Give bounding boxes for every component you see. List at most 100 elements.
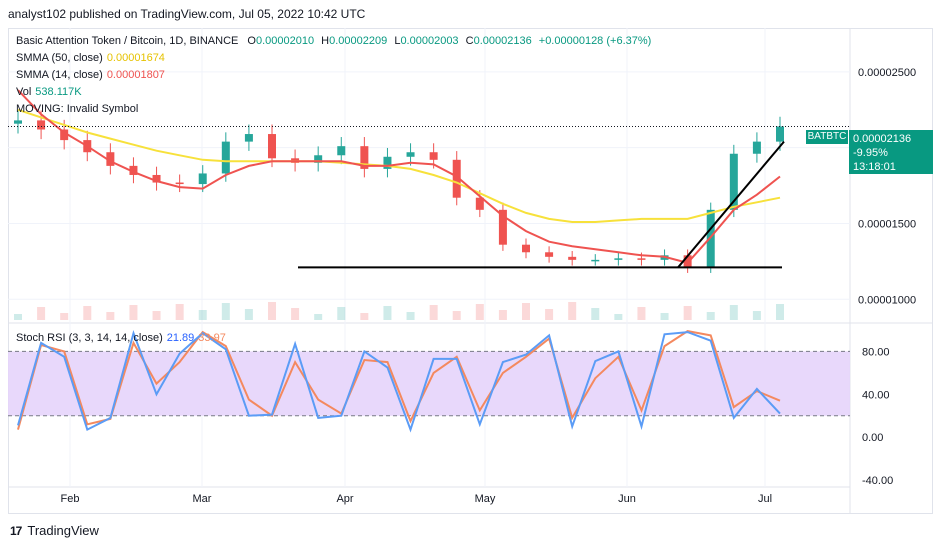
volume-bar [475,304,484,320]
symbol-tag: BATBTC [806,130,848,144]
moving-label: MOVING: Invalid Symbol [16,103,139,115]
candle-body [475,197,484,210]
time-tick-label: Mar [193,493,212,505]
candle-body [268,134,276,159]
volume-bar [568,302,577,320]
candle-body [14,120,22,124]
candle-body [429,152,438,160]
ohlc-change: +0.00000128 (+6.37%) [538,35,652,47]
price-tick-label: 0.00002500 [858,67,916,79]
volume-bar [314,314,323,320]
stoch-rsi [8,329,850,433]
last-price-tag: 0.00002136 -9.95% 13:18:01 [849,130,933,174]
smma50-label: SMMA (50, close) [16,52,103,64]
tradingview-brand: TradingView [27,523,99,538]
chart-frame [8,28,933,514]
smma14-line [17,89,781,265]
volume-bar [291,308,300,320]
time-tick-label: Jun [618,493,636,505]
volume-bar [752,311,761,320]
candle-body [614,258,623,260]
volume-bar [498,310,507,320]
ohlc-c-label: C [465,35,474,47]
price-tick-label: 0.00001000 [858,294,916,306]
stoch-k-line [17,329,781,433]
candle-body [106,152,115,166]
volume-bar [129,305,138,320]
smma14-value: 0.00001807 [106,69,165,81]
smma14-legend: SMMA (14, close) 0.00001807 [16,69,165,81]
candles [14,110,784,273]
volume-bar [268,302,276,320]
volume-value: 538.117K [35,86,82,98]
stoch-legend: Stoch RSI (3, 3, 14, 14, close) 21.89 33.9… [16,332,226,344]
candle-body [729,153,738,210]
ohlc-l-label: L [394,35,401,47]
ohlc-high: 0.00002209 [329,35,388,47]
volume-bar [175,304,184,320]
ohlc-low: 0.00002003 [400,35,459,47]
candle-body [522,244,530,253]
last-price: 0.00002136 [853,133,912,145]
candle-body [175,182,184,185]
volume-bar [152,311,161,320]
volume-bar [729,305,738,320]
volume-bar [221,303,230,320]
candle-body [545,252,554,257]
ohlc-open: 0.00002010 [255,35,315,47]
candle-body [129,165,138,175]
volume-bar [244,309,253,320]
stoch-tick-label: 80.00 [862,346,890,358]
volume-bar [106,312,115,320]
volume-bars [14,302,784,320]
candle-body [452,159,461,198]
time-tick-label: Apr [336,493,353,505]
publisher-line: analyst102 published on TradingView.com,… [8,7,366,21]
volume-bar [60,313,69,320]
ohlc-h-label: H [321,35,330,47]
axis-labels: 0.000025000.000020000.000015000.00001000… [61,67,917,505]
volume-bar [522,303,530,320]
smma14-label: SMMA (14, close) [16,69,103,81]
last-price-change: -9.95% [853,147,888,159]
volume-bar [591,308,600,320]
volume-bar [614,314,623,320]
volume-bar [776,304,784,320]
tradingview-logo[interactable]: 17 TradingView [10,523,99,538]
candle-body [406,152,415,157]
candle-body [706,209,715,268]
smma50-legend: SMMA (50, close) 0.00001674 [16,52,165,64]
ohlc-o-label: O [247,35,256,47]
candle-body [591,259,600,262]
volume-bar [360,313,369,320]
moving-legend: MOVING: Invalid Symbol [16,103,138,115]
candle-body [60,129,69,141]
candle-body [498,209,507,245]
candle-body [198,173,207,185]
candle-body [752,141,761,154]
stoch-tick-label: 0.00 [862,432,883,444]
time-tick-label: Jul [758,493,772,505]
candle-body [244,134,253,142]
volume-bar [637,307,646,320]
candle-body [37,120,46,130]
candle-body [776,126,784,142]
volume-label: Vol [16,86,32,98]
volume-legend: Vol 538.117K [16,86,82,98]
volume-bar [14,314,22,320]
trend-line [677,140,785,269]
volume-bar [198,310,207,320]
candle-body [152,174,161,183]
grid [8,28,850,487]
candle-body [383,156,392,169]
candle-body [314,155,323,163]
candle-body [637,258,646,260]
bar-countdown: 13:18:01 [853,161,896,173]
candle-body [568,256,577,260]
candle-body [360,146,369,169]
volume-bar [429,305,438,320]
instrument-legend: Basic Attention Token / Bitcoin, 1D, BIN… [16,35,651,47]
volume-bar [337,307,346,320]
volume-bar [406,312,415,320]
